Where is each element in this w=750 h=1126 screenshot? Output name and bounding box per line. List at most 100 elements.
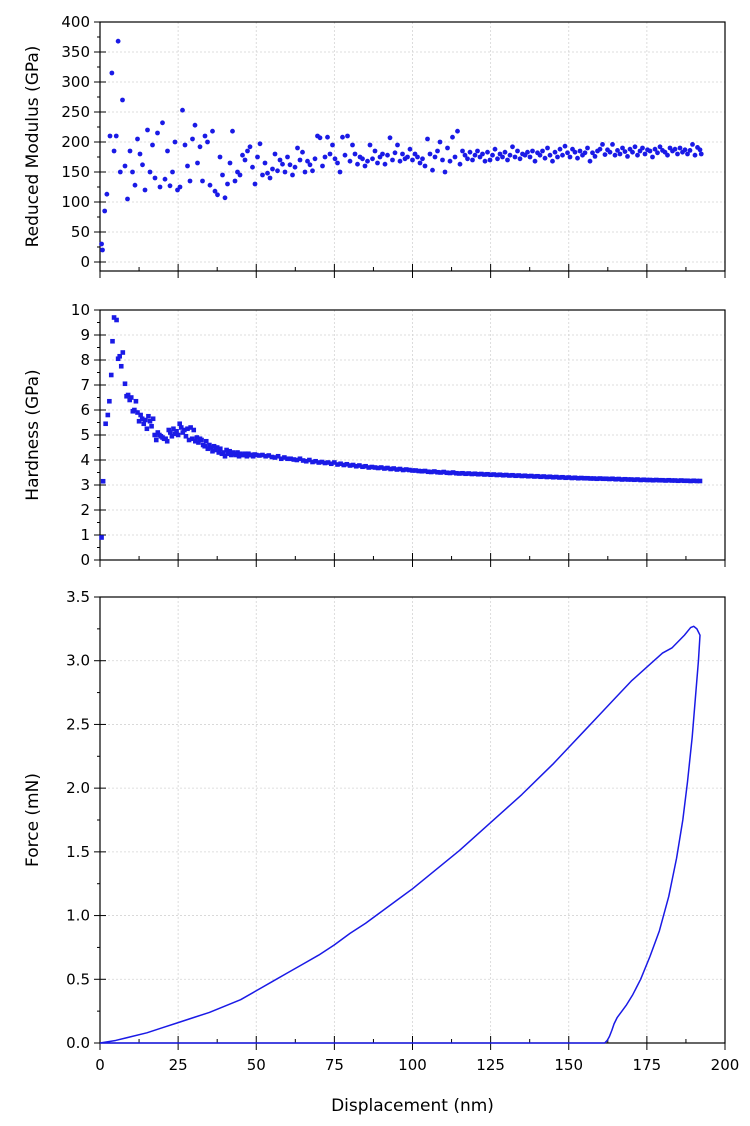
data-point — [182, 142, 188, 148]
data-point — [400, 467, 406, 473]
data-point — [322, 154, 328, 160]
data-point — [285, 456, 290, 462]
data-point — [257, 141, 263, 147]
data-point — [277, 157, 283, 163]
data-point — [507, 152, 513, 158]
data-point — [575, 475, 581, 481]
data-point — [213, 447, 218, 453]
data-point — [285, 154, 290, 160]
data-point — [445, 145, 450, 151]
data-point — [482, 472, 487, 477]
data-point — [132, 182, 138, 188]
data-point — [172, 431, 178, 437]
data-point — [657, 477, 662, 483]
data-point — [215, 192, 220, 198]
data-point — [344, 461, 350, 467]
data-point — [682, 478, 687, 484]
data-point — [111, 148, 117, 154]
y-tick-label: 300 — [61, 73, 90, 91]
data-point — [532, 158, 538, 164]
data-point — [350, 142, 355, 148]
data-point — [638, 477, 643, 483]
data-point — [466, 471, 472, 476]
data-point — [628, 477, 634, 482]
data-point — [110, 338, 115, 344]
data-point — [416, 468, 422, 474]
data-point — [252, 181, 258, 187]
data-point — [245, 148, 250, 154]
data-point — [553, 474, 559, 480]
data-point — [352, 151, 358, 157]
data-point — [395, 142, 400, 148]
data-point — [165, 148, 170, 154]
data-point — [616, 476, 622, 482]
data-point — [233, 452, 239, 458]
data-point — [419, 468, 425, 474]
data-point — [327, 151, 333, 157]
data-point — [500, 472, 506, 478]
data-point — [347, 158, 353, 164]
data-point — [300, 458, 306, 463]
data-point — [108, 372, 114, 378]
data-point — [227, 448, 232, 454]
data-point — [525, 149, 530, 155]
data-point — [312, 156, 318, 162]
data-point — [111, 315, 117, 320]
data-point — [632, 477, 637, 483]
data-point — [153, 437, 159, 443]
data-point — [240, 152, 245, 158]
data-point — [647, 148, 653, 154]
data-point — [319, 459, 325, 465]
data-point — [544, 474, 550, 480]
data-point — [550, 158, 555, 164]
y-tick-label: 10 — [71, 301, 90, 319]
x-tick-label: 200 — [711, 1056, 740, 1074]
data-point — [122, 163, 128, 169]
data-point — [210, 448, 215, 454]
data-point — [191, 427, 197, 433]
data-point — [221, 450, 226, 455]
data-point — [491, 472, 497, 477]
data-point — [244, 453, 250, 459]
data-point — [269, 454, 275, 460]
x-tick-label: 125 — [476, 1056, 505, 1074]
data-point — [265, 170, 270, 176]
y-tick-label: 250 — [61, 103, 90, 121]
data-point — [282, 455, 287, 460]
data-point — [500, 154, 505, 160]
data-point — [114, 317, 119, 323]
data-point — [143, 417, 148, 423]
data-point — [512, 154, 518, 160]
data-point — [155, 130, 160, 136]
y-tick-label: 3 — [80, 476, 90, 494]
data-point — [470, 157, 475, 163]
data-point — [450, 470, 456, 475]
data-point — [502, 149, 508, 155]
data-point — [378, 465, 384, 470]
y-axis-title: Force (mN) — [23, 773, 43, 867]
data-point — [552, 149, 558, 155]
data-point — [255, 154, 260, 160]
data-point — [188, 425, 193, 430]
data-point — [287, 162, 293, 168]
data-point — [177, 184, 183, 190]
data-point — [610, 142, 615, 147]
data-point — [375, 465, 381, 471]
data-point — [525, 473, 531, 479]
data-point — [390, 157, 395, 163]
data-point — [457, 161, 463, 167]
data-point — [444, 470, 450, 476]
data-point — [140, 162, 145, 168]
data-point — [575, 155, 580, 161]
data-point — [691, 478, 697, 484]
data-point — [432, 154, 438, 160]
data-point — [644, 477, 650, 483]
data-point — [617, 151, 623, 157]
data-point — [487, 157, 493, 163]
data-point — [294, 457, 300, 463]
data-point — [104, 191, 110, 197]
data-point — [195, 160, 200, 166]
data-point — [202, 443, 207, 449]
data-point — [164, 438, 170, 444]
data-point — [672, 146, 678, 152]
